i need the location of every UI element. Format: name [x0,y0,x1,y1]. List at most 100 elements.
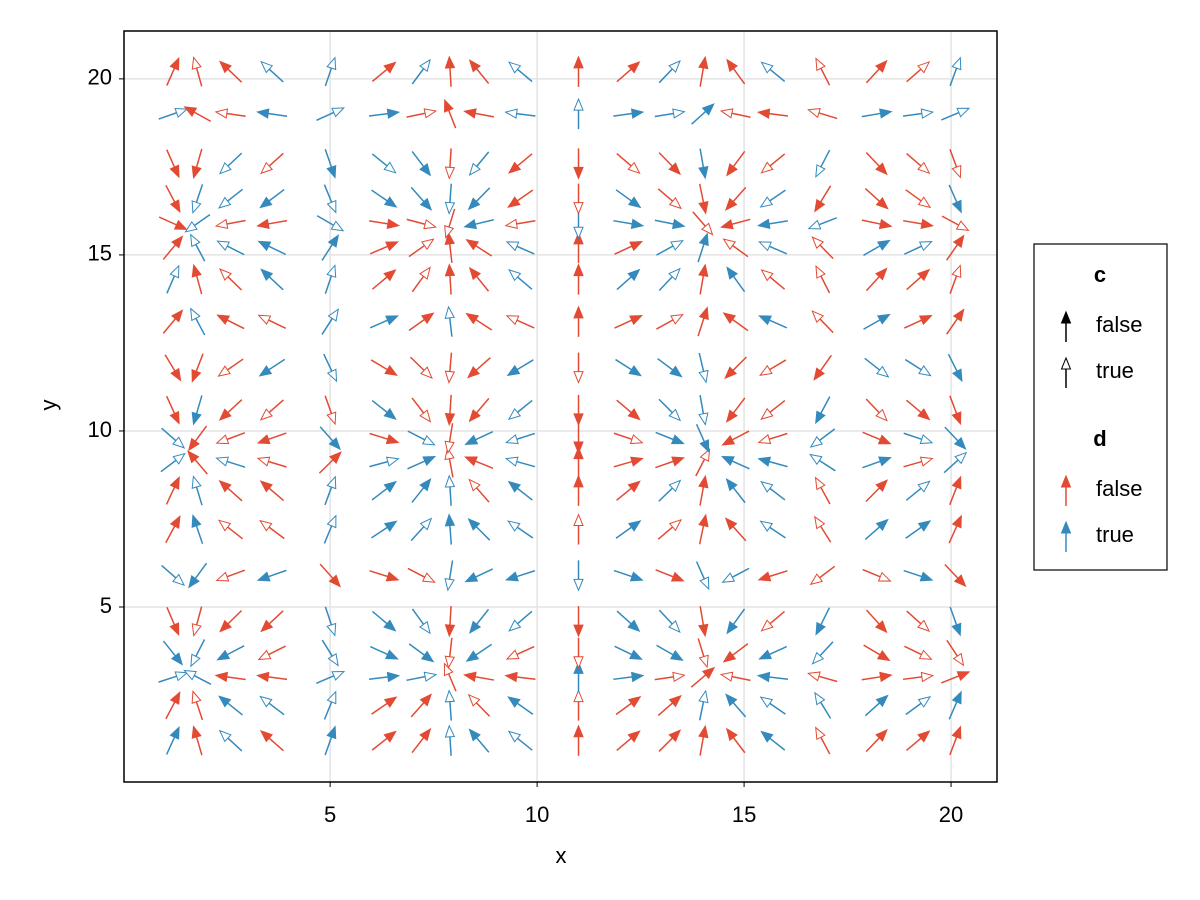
arrow-shaft [732,526,747,542]
arrow-shaft [769,245,788,255]
arrow-head [698,232,709,247]
arrow-shaft [162,318,176,334]
arrow-head [809,435,824,448]
arrow [757,570,788,582]
arrow-head [173,219,188,230]
arrow-head [726,266,739,280]
arrow-shaft [692,211,706,227]
arrow-head [918,365,932,377]
arrow-shaft [658,68,673,84]
arrow [949,56,962,87]
arrow-head [917,695,932,708]
arrow [904,358,932,377]
arrow-shaft [371,276,388,290]
arrow-head [383,269,397,282]
arrow-head [169,515,181,529]
arrow-head [919,434,934,445]
arrow-shaft [905,526,922,539]
arrow [444,208,456,239]
arrow-head [419,693,433,707]
x-tick-label: 5 [324,802,336,827]
arrow [865,729,888,753]
arrow [656,313,684,330]
arrow-shaft [195,275,203,295]
arrow-head [698,369,709,384]
arrow-head [919,456,934,467]
arrow [260,610,284,633]
arrow-shaft [865,151,880,167]
arrow [698,474,709,506]
arrow [256,218,288,230]
arrow [259,480,285,502]
arrow-shaft [409,356,425,371]
arrow [760,480,786,501]
arrow [371,480,397,501]
arrow [720,218,751,230]
arrow [444,55,456,87]
arrow-shaft [818,112,838,120]
arrow-head [630,218,645,230]
arrow-shaft [818,459,836,472]
arrow [949,264,962,294]
arrow-shaft [516,737,533,751]
arrow-shaft [411,487,425,504]
arrow-head [216,240,231,251]
arrow-head [385,241,399,252]
arrow [507,189,534,208]
arrow-shaft [903,219,923,225]
arrow-shaft [411,275,425,293]
arrow-head [719,108,734,119]
arrow-shaft [905,737,922,752]
arrow-head [672,671,686,683]
arrow-head [629,241,643,252]
arrow [654,108,686,119]
arrow [444,148,456,180]
arrow-shaft [658,487,673,502]
arrow [368,108,401,119]
arrow [162,235,184,260]
arrow [257,314,287,330]
arrow-shaft [195,486,203,506]
arrow-head [1060,520,1072,534]
arrow-head [504,456,519,467]
arrow-head [505,315,520,326]
arrow-shaft [408,643,425,656]
arrow [809,565,836,586]
arrow [407,567,436,583]
arrow [507,480,533,501]
arrow-shaft [449,606,452,626]
arrow-shaft [946,318,959,335]
legend-icon [1060,520,1072,552]
arrow [573,263,584,295]
arrow [863,313,891,330]
arrow-shaft [946,244,959,261]
arrow-head [331,671,346,681]
arrow-shaft [698,183,705,203]
arrow-head [444,724,456,738]
arrow-shaft [769,610,786,625]
arrow-head [759,696,774,708]
arrow-shaft [227,188,244,202]
arrow [323,353,338,383]
arrow-shaft [516,319,535,329]
arrow-shaft [698,525,705,545]
arrow [467,187,491,211]
arrow [406,218,437,230]
arrow-shaft [818,217,837,226]
arrow [949,725,962,756]
arrow [726,150,746,177]
arrow-shaft [268,569,287,578]
arrow-shaft [820,67,831,86]
arrow [616,268,641,291]
arrow-shaft [819,318,834,334]
arrow [573,305,584,337]
arrow [411,150,432,177]
arrow [861,218,893,230]
arrow [906,153,931,175]
arrow-shaft [475,487,490,503]
arrow-head [668,196,682,210]
arrow-shaft [475,675,495,681]
arrow-shaft [906,153,922,167]
arrow [757,456,788,468]
arrow [658,60,681,84]
